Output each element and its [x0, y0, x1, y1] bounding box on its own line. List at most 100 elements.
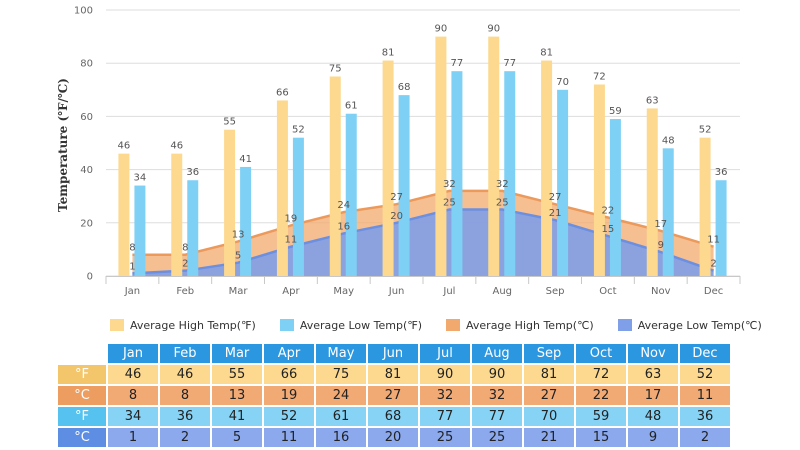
data-label-low-c: 25	[443, 198, 456, 209]
table-cell: 22	[576, 386, 626, 405]
data-label-low-c: 2	[710, 259, 716, 270]
data-label-low-f: 52	[292, 125, 305, 136]
table-cell: 77	[420, 407, 470, 426]
table-cell: 77	[472, 407, 522, 426]
data-label-high-f: 55	[223, 117, 236, 128]
temperature-chart: 0 20 40 60 80 100 Jan Feb Mar Apr May Jun Jul Aug Sep…	[56, 6, 741, 297]
table-month-header: Jun	[368, 344, 418, 363]
data-label-low-f: 70	[556, 77, 569, 88]
table-month-header: Aug	[472, 344, 522, 363]
table-cell: 11	[680, 386, 730, 405]
data-label-high-f: 90	[487, 24, 500, 35]
table-cell: 81	[524, 365, 574, 384]
table-row-unit: °F	[58, 365, 106, 384]
table-cell: 63	[628, 365, 678, 384]
data-label-high-f: 81	[382, 48, 395, 59]
table-cell: 70	[524, 407, 574, 426]
table-cell: 21	[524, 428, 574, 447]
table-month-header: Sep	[524, 344, 574, 363]
table-cell: 72	[576, 365, 626, 384]
x-axis: Jan Feb Mar Apr May Jun Jul Aug Sep Oct Nov Dec	[105, 276, 741, 297]
fahrenheit-bars	[118, 36, 727, 277]
bar-high-fahrenheit	[329, 76, 341, 276]
data-label-high-c: 32	[443, 179, 456, 190]
data-label-high-f: 75	[329, 64, 342, 75]
table-cell: 11	[264, 428, 314, 447]
table-cell: 66	[264, 365, 314, 384]
bar-high-fahrenheit	[646, 108, 658, 276]
data-label-low-f: 48	[662, 135, 675, 146]
bar-low-fahrenheit	[134, 185, 146, 276]
data-label-low-f: 77	[451, 58, 464, 69]
bar-high-fahrenheit	[171, 153, 183, 276]
y-axis-label: Temperature (℉/℃)	[56, 78, 70, 212]
table-cell: 75	[316, 365, 366, 384]
table-month-header: Dec	[680, 344, 730, 363]
bar-high-fahrenheit	[435, 36, 447, 276]
table-cell: 52	[680, 365, 730, 384]
data-label-high-c: 27	[549, 192, 562, 203]
bar-high-fahrenheit	[488, 36, 500, 276]
table-cell: 5	[212, 428, 262, 447]
table-cell: 59	[576, 407, 626, 426]
table-cell: 9	[628, 428, 678, 447]
legend-low-c[interactable]: Average Low Temp(℃)	[617, 319, 762, 332]
data-label-high-c: 27	[390, 192, 403, 203]
table-month-header: Apr	[264, 344, 314, 363]
bar-low-fahrenheit	[609, 119, 621, 276]
y-tick-label: 0	[87, 272, 93, 283]
table-month-header: Feb	[160, 344, 210, 363]
data-label-low-f: 36	[715, 167, 728, 178]
table-month-header: May	[316, 344, 366, 363]
legend-high-c[interactable]: Average High Temp(℃)	[446, 319, 594, 332]
data-label-high-f: 46	[118, 141, 131, 152]
x-tick-label: Mar	[229, 286, 249, 297]
data-label-high-f: 81	[540, 48, 553, 59]
table-month-header: Jan	[108, 344, 158, 363]
data-label-low-c: 2	[182, 259, 188, 270]
data-label-low-c: 20	[390, 211, 403, 222]
legend-high-f[interactable]: Average High Temp(℉)	[110, 319, 256, 332]
table-cell: 1	[108, 428, 158, 447]
x-tick-label: Feb	[176, 286, 194, 297]
bar-low-fahrenheit	[398, 95, 410, 277]
data-label-low-f: 61	[345, 101, 358, 112]
data-label-low-c: 9	[658, 240, 664, 251]
table-row: °F 34 36 41 52 61 68 77 77 70 59 48 36	[58, 407, 730, 426]
legend-swatch	[110, 319, 124, 331]
table-cell: 19	[264, 386, 314, 405]
table-cell: 17	[628, 386, 678, 405]
data-label-low-f: 34	[134, 173, 147, 184]
data-label-low-f: 36	[186, 167, 199, 178]
data-label-high-c: 22	[602, 205, 615, 216]
table-cell: 90	[420, 365, 470, 384]
data-label-high-c: 11	[707, 235, 720, 246]
table-cell: 27	[368, 386, 418, 405]
x-tick-label: Jul	[442, 286, 455, 297]
data-label-low-c: 5	[235, 251, 241, 262]
legend-swatch	[279, 319, 294, 331]
data-label-low-c: 25	[496, 198, 509, 209]
table-cell: 32	[472, 386, 522, 405]
chart-legend: Average High Temp(℉) Average Low Temp(℉)…	[110, 316, 762, 334]
table-month-header: Nov	[628, 344, 678, 363]
bar-high-fahrenheit	[541, 60, 553, 276]
x-tick-label: Apr	[282, 286, 300, 297]
bar-low-fahrenheit	[662, 148, 674, 276]
table-cell: 16	[316, 428, 366, 447]
legend-label: Average High Temp(℃)	[466, 318, 594, 332]
table-cell: 32	[420, 386, 470, 405]
bar-high-fahrenheit	[593, 84, 605, 276]
bar-low-fahrenheit	[292, 137, 304, 276]
data-label-low-f: 59	[609, 106, 622, 117]
bar-high-fahrenheit	[224, 129, 236, 276]
legend-low-f[interactable]: Average Low Temp(℉)	[279, 319, 422, 332]
table-cell: 55	[212, 365, 262, 384]
table-row-unit: °F	[58, 407, 106, 426]
x-tick-label: Aug	[492, 286, 512, 297]
table-cell: 2	[680, 428, 730, 447]
temperature-table: Jan Feb Mar Apr May Jun Jul Aug Sep Oct Nov Dec °F 4…	[56, 342, 732, 449]
table-row: °F 46 46 55 66 75 81 90 90 81 72 63 52	[58, 365, 730, 384]
table-cell: 27	[524, 386, 574, 405]
